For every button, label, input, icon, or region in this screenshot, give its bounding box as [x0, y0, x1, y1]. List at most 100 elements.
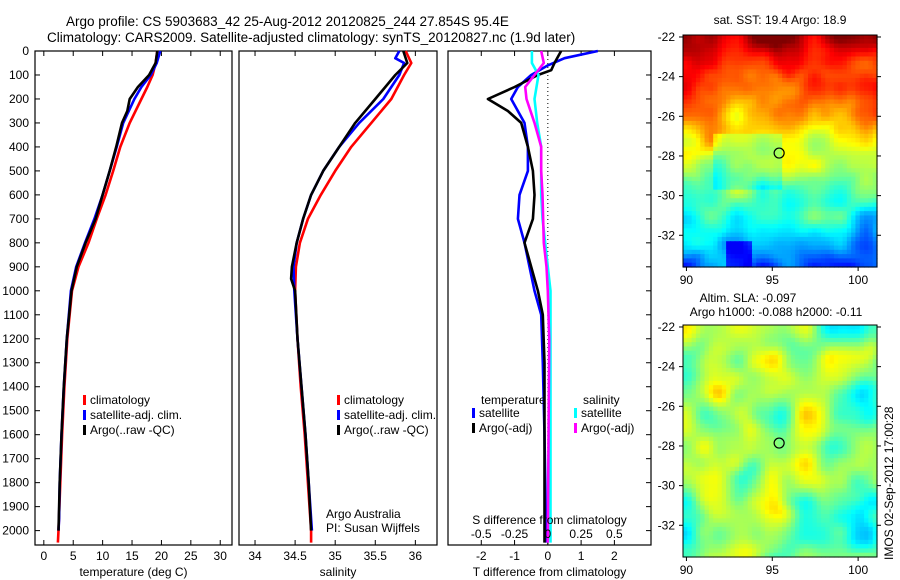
map-cell	[747, 462, 753, 468]
map-cell	[868, 346, 874, 352]
map-cell	[751, 325, 757, 330]
map-cell	[816, 509, 822, 515]
map-cell	[786, 47, 792, 53]
map-cell	[790, 509, 796, 515]
map-cell	[743, 526, 749, 532]
map-cell	[790, 325, 796, 330]
map-cell	[734, 526, 740, 532]
map-cell	[743, 535, 749, 541]
map-cell	[868, 146, 874, 152]
map-cell	[799, 185, 805, 191]
map-cell	[872, 168, 878, 174]
map-cell	[872, 52, 878, 58]
map-cell	[687, 249, 693, 255]
map-cell	[816, 176, 822, 182]
map-cell	[812, 441, 818, 446]
map-cell	[769, 193, 775, 199]
map-cell	[721, 372, 727, 378]
map-cell	[859, 60, 865, 66]
map-cell	[730, 329, 736, 335]
map-cell	[687, 39, 693, 45]
map-cell	[751, 206, 757, 212]
map-cell	[747, 236, 753, 242]
map-cell	[747, 514, 753, 519]
map-cell	[695, 206, 701, 212]
map-cell	[816, 241, 822, 247]
map-cell	[695, 372, 701, 378]
map-cell	[868, 120, 874, 126]
map-cell	[842, 108, 848, 113]
map-cell	[782, 86, 788, 92]
map-cell	[820, 544, 826, 550]
map-cell	[726, 146, 732, 152]
map-cell	[825, 531, 831, 537]
map-cell	[816, 380, 822, 386]
map-cell	[803, 483, 809, 489]
map-cell	[829, 415, 835, 421]
map-cell	[743, 155, 749, 161]
map-cell	[713, 398, 719, 403]
map-cell	[795, 445, 800, 451]
map-cell	[829, 509, 835, 515]
x-tick-label: 36	[409, 549, 423, 563]
map-cell	[842, 428, 848, 434]
map-cell	[760, 410, 766, 416]
map-cell	[842, 172, 848, 178]
map-cell	[739, 168, 744, 174]
map-cell	[829, 514, 835, 519]
map-cell	[795, 262, 800, 268]
map-cell	[795, 410, 800, 416]
map-cell	[760, 329, 766, 335]
map-cell	[708, 163, 714, 169]
map-cell	[799, 441, 805, 446]
map-cell	[842, 385, 848, 391]
map-cell	[730, 509, 736, 515]
map-cell	[808, 189, 813, 195]
map-cell	[868, 224, 874, 229]
map-cell	[721, 419, 727, 425]
map-cell	[786, 380, 792, 386]
s-tick-label: 0	[544, 527, 551, 541]
map-cell	[717, 544, 723, 550]
map-cell	[795, 95, 800, 101]
map-cell	[756, 185, 762, 191]
map-cell	[842, 189, 848, 195]
x-tick-label: 34	[248, 549, 262, 563]
map-cell	[838, 406, 844, 412]
map-cell	[859, 337, 865, 343]
map-cell	[760, 112, 766, 118]
map-cell	[838, 77, 844, 83]
map-cell	[743, 120, 749, 126]
map-cell	[829, 219, 835, 225]
map-cell	[704, 262, 710, 268]
map-cell	[829, 108, 835, 113]
map-cell	[816, 483, 822, 489]
map-cell	[803, 103, 809, 109]
map-cell	[717, 133, 723, 139]
map-cell	[777, 488, 783, 494]
map-cell	[842, 159, 848, 165]
map-cell	[829, 483, 835, 489]
map-cell	[838, 398, 844, 403]
map-cell	[734, 73, 740, 79]
map-cell	[734, 492, 740, 498]
map-cell	[756, 372, 762, 378]
map-cell	[833, 245, 839, 251]
y-tick-label: 1200	[2, 332, 29, 346]
map-cell	[808, 479, 813, 485]
map-cell	[683, 116, 688, 122]
map-cell	[704, 112, 710, 118]
map-cell	[687, 120, 693, 126]
map-cell	[708, 471, 714, 476]
map-cell	[790, 488, 796, 494]
map-cell	[838, 73, 844, 79]
map-cell	[764, 258, 770, 264]
map-cell	[816, 129, 822, 135]
map-cell	[820, 43, 826, 49]
map-cell	[859, 428, 865, 434]
map-cell	[859, 531, 865, 537]
map-cell	[691, 393, 697, 399]
map-cell	[859, 458, 865, 464]
map-cell	[760, 39, 766, 45]
map-cell	[838, 410, 844, 416]
